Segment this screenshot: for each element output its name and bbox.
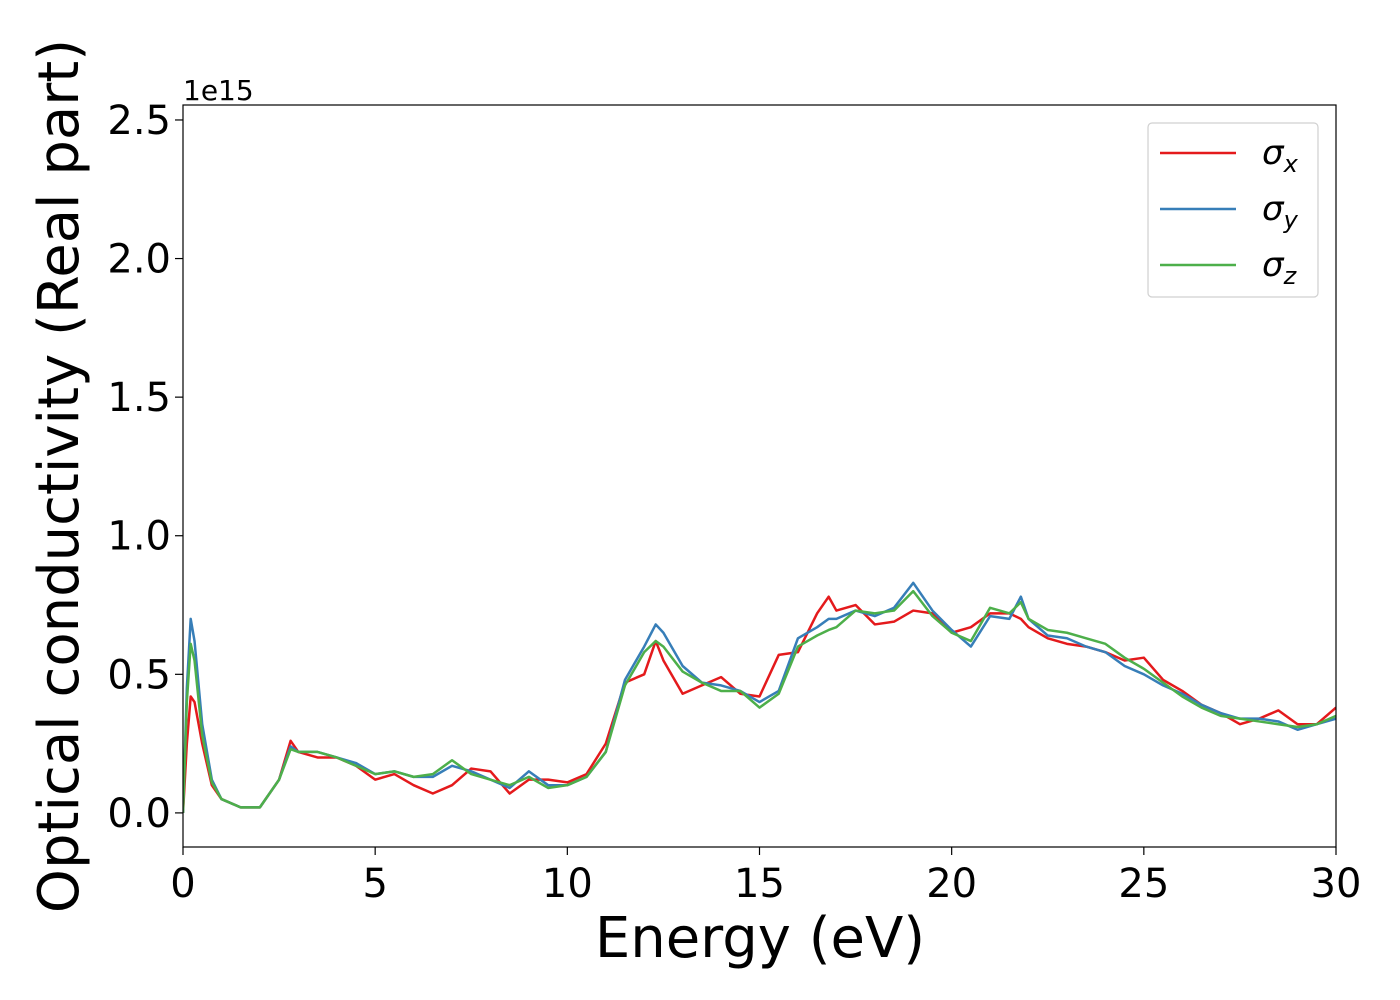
x-tick-label: 0 bbox=[170, 861, 195, 907]
line-series bbox=[183, 589, 1336, 813]
y-tick-label: 0.5 bbox=[107, 652, 171, 698]
legend-label: σz bbox=[1262, 245, 1298, 290]
y-tick-label: 1.0 bbox=[107, 514, 171, 560]
x-tick-label: 30 bbox=[1311, 861, 1362, 907]
legend-label: σy bbox=[1262, 189, 1299, 234]
x-tick-label: 20 bbox=[926, 861, 977, 907]
y-tick-label: 2.0 bbox=[107, 237, 171, 283]
plot-area bbox=[183, 581, 1336, 813]
y-tick-label: 0.0 bbox=[107, 791, 171, 837]
x-axis-label: Energy (eV) bbox=[595, 906, 925, 971]
x-tick-label: 25 bbox=[1118, 861, 1169, 907]
y-axis-label: Optical conductivity (Real part) bbox=[27, 39, 92, 913]
legend-label: σx bbox=[1262, 133, 1299, 178]
y-tick-label: 1.5 bbox=[107, 375, 171, 421]
x-tick-label: 15 bbox=[734, 861, 785, 907]
x-tick-label: 10 bbox=[542, 861, 593, 907]
y-tick-label: 2.5 bbox=[107, 98, 171, 144]
line-series bbox=[183, 595, 1336, 813]
x-tick-label: 5 bbox=[362, 861, 387, 907]
axes-frame bbox=[182, 104, 1337, 848]
y-offset-label: 1e15 bbox=[183, 74, 254, 107]
